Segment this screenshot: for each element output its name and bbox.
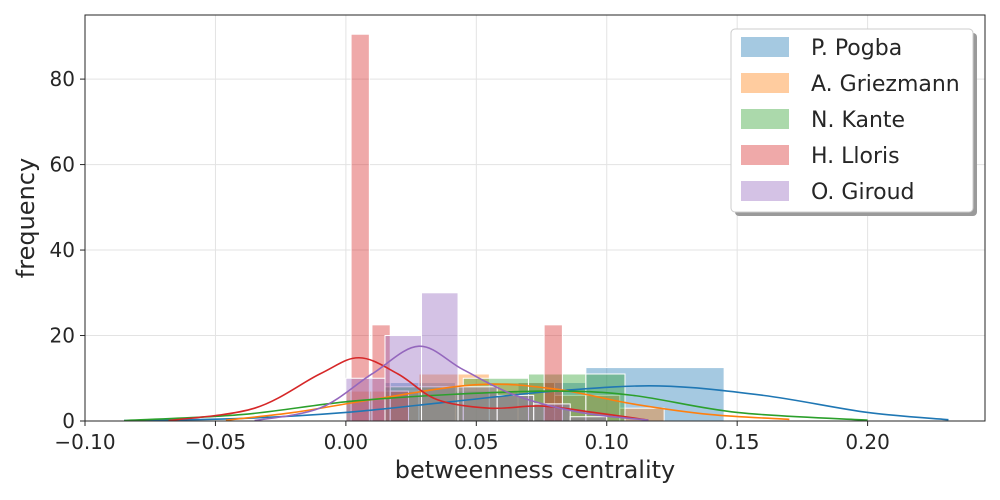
legend-swatch xyxy=(741,181,789,201)
legend-label: N. Kante xyxy=(811,108,905,133)
legend-label: A. Griezmann xyxy=(811,72,960,97)
kde-curves xyxy=(124,345,949,422)
legend-box xyxy=(730,28,974,213)
legend-swatch xyxy=(741,145,789,165)
legend-swatch xyxy=(741,109,789,129)
histogram-bar xyxy=(421,292,459,422)
y-axis-label: frequency xyxy=(12,158,40,278)
histogram-bar xyxy=(350,33,370,422)
histogram-bar xyxy=(585,367,725,422)
histogram-bar xyxy=(418,373,490,422)
x-tick-label: −0.10 xyxy=(54,430,115,454)
y-tick-label: 40 xyxy=(50,238,75,262)
x-tick-label: 0.00 xyxy=(324,430,369,454)
y-tick-label: 80 xyxy=(50,67,75,91)
x-tick-label: 0.15 xyxy=(715,430,760,454)
x-tick-label: 0.20 xyxy=(845,430,890,454)
legend-label: P. Pogba xyxy=(811,36,902,61)
y-tick-label: 0 xyxy=(62,409,75,433)
legend-swatch xyxy=(741,73,789,93)
kde-curve xyxy=(225,383,790,421)
kde-curve xyxy=(168,356,649,422)
histogram-bar xyxy=(527,373,587,422)
x-axis-label: betweenness centrality xyxy=(395,456,676,484)
x-tick-label: 0.05 xyxy=(454,430,499,454)
legend-label: H. Lloris xyxy=(811,144,900,169)
x-tick-label: 0.10 xyxy=(584,430,629,454)
kde-curve xyxy=(124,390,868,422)
y-tick-label: 20 xyxy=(50,324,75,348)
legend-swatch xyxy=(741,37,789,57)
x-axis-ticks: −0.10 −0.05 0.00 0.05 0.10 0.15 0.20 xyxy=(54,421,890,454)
plot-frame xyxy=(84,14,986,422)
y-axis-ticks: 0 20 40 60 80 xyxy=(50,67,85,433)
x-tick-label: −0.05 xyxy=(185,430,246,454)
histogram-bar xyxy=(569,416,608,422)
legend-label: O. Giroud xyxy=(811,180,915,205)
kde-curve xyxy=(254,345,649,422)
histogram-bar xyxy=(585,373,626,422)
legend: P. Pogba A. Griezmann N. Kante H. Lloris O. … xyxy=(730,28,977,216)
y-tick-label: 60 xyxy=(50,153,75,177)
